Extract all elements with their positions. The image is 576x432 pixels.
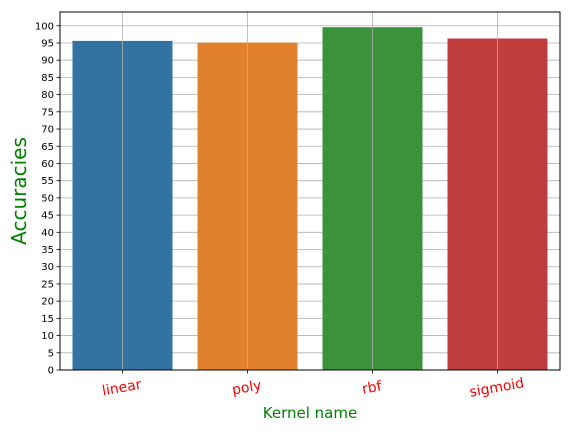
y-tick-label: 20 [41,297,54,308]
y-tick-label: 10 [41,331,54,342]
x-tick-label: linear [101,377,143,400]
x-tick-label: sigmoid [468,375,525,400]
x-tick-label: rbf [361,378,384,397]
y-tick-label: 45 [41,211,54,222]
y-tick-label: 80 [41,90,54,101]
x-axis-title: Kernel name [263,404,357,422]
vertical-grid [122,12,498,370]
y-tick-label: 90 [41,56,54,67]
plot-frame [59,11,561,371]
y-tick-label: 40 [41,228,54,239]
y-tick-label: 25 [41,279,54,290]
y-tick-label: 60 [41,159,54,170]
y-tick-label: 85 [41,73,54,84]
y-tick-label: 15 [41,314,54,325]
y-tick-label: 30 [41,262,54,273]
y-axis-title: Accuracies [7,137,31,245]
x-tick-label: poly [231,378,263,399]
y-tick-label: 70 [41,125,54,136]
y-axis-ticks: 0 5 10 15 20 25 30 35 40 45 50 55 60 65 70 75 80 85 90 95 10… [35,21,60,377]
y-tick-label: 65 [41,142,54,153]
y-tick-label: 5 [48,348,54,359]
y-tick-label: 55 [41,176,54,187]
y-tick-label: 0 [48,366,54,377]
x-axis-ticks: linear poly rbf sigmoid [101,370,525,401]
y-tick-label: 95 [41,38,54,49]
y-tick-label: 75 [41,107,54,118]
y-tick-label: 35 [41,245,54,256]
y-tick-label: 50 [41,193,54,204]
y-tick-label: 100 [35,21,54,32]
